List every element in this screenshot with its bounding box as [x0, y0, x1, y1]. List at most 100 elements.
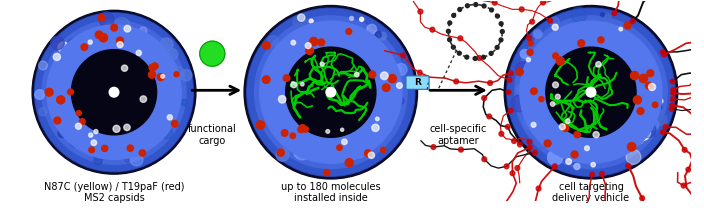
Circle shape: [91, 140, 96, 145]
Circle shape: [341, 128, 344, 131]
Circle shape: [592, 127, 596, 131]
Circle shape: [401, 53, 406, 58]
Circle shape: [132, 109, 149, 126]
Circle shape: [527, 79, 534, 86]
Circle shape: [340, 128, 354, 142]
Circle shape: [671, 90, 676, 95]
Circle shape: [131, 69, 144, 82]
Circle shape: [610, 57, 622, 68]
Circle shape: [327, 90, 334, 97]
Circle shape: [490, 8, 494, 12]
Circle shape: [306, 139, 323, 156]
Circle shape: [325, 85, 339, 99]
Circle shape: [111, 24, 118, 31]
Circle shape: [670, 79, 675, 84]
Circle shape: [633, 121, 644, 132]
Circle shape: [458, 7, 462, 11]
Circle shape: [93, 104, 106, 117]
Circle shape: [693, 132, 697, 137]
Circle shape: [119, 33, 131, 45]
Circle shape: [278, 95, 286, 103]
Circle shape: [510, 171, 515, 176]
Circle shape: [660, 130, 665, 135]
Circle shape: [548, 150, 562, 165]
Circle shape: [73, 74, 81, 83]
Circle shape: [566, 159, 572, 164]
Circle shape: [554, 112, 567, 126]
Circle shape: [101, 83, 112, 94]
Circle shape: [260, 21, 402, 163]
Circle shape: [326, 84, 339, 97]
Circle shape: [140, 76, 145, 81]
Circle shape: [585, 82, 599, 96]
Circle shape: [379, 104, 386, 111]
Circle shape: [578, 205, 583, 208]
Circle shape: [284, 104, 298, 117]
Circle shape: [628, 72, 638, 81]
Circle shape: [603, 107, 612, 117]
Circle shape: [396, 63, 407, 75]
Circle shape: [268, 89, 280, 101]
Circle shape: [68, 53, 76, 60]
Circle shape: [465, 55, 469, 59]
Circle shape: [499, 22, 503, 26]
Circle shape: [311, 100, 318, 107]
Circle shape: [298, 126, 304, 133]
Circle shape: [639, 116, 647, 124]
Circle shape: [301, 144, 313, 155]
Circle shape: [318, 139, 332, 153]
Circle shape: [588, 55, 593, 61]
Circle shape: [310, 37, 318, 46]
Circle shape: [51, 36, 64, 50]
Circle shape: [111, 88, 125, 101]
Circle shape: [580, 98, 586, 103]
Circle shape: [69, 47, 158, 137]
Circle shape: [34, 13, 194, 172]
Circle shape: [246, 8, 415, 176]
Circle shape: [345, 159, 353, 167]
Circle shape: [282, 130, 288, 136]
Circle shape: [384, 125, 390, 132]
Circle shape: [648, 83, 655, 90]
Circle shape: [693, 46, 698, 51]
Circle shape: [181, 70, 192, 81]
Circle shape: [96, 117, 101, 122]
Circle shape: [537, 50, 553, 66]
Circle shape: [123, 40, 134, 50]
Circle shape: [350, 16, 353, 20]
Circle shape: [101, 91, 113, 103]
Circle shape: [147, 65, 155, 73]
Circle shape: [541, 0, 546, 5]
Circle shape: [698, 105, 703, 110]
Circle shape: [507, 77, 512, 82]
Circle shape: [591, 162, 596, 167]
Circle shape: [98, 14, 105, 21]
Circle shape: [582, 68, 596, 82]
Circle shape: [609, 102, 626, 118]
Circle shape: [244, 6, 417, 179]
Circle shape: [322, 71, 334, 84]
Circle shape: [588, 90, 601, 103]
Circle shape: [368, 152, 375, 158]
Circle shape: [111, 62, 122, 74]
Circle shape: [117, 42, 123, 48]
Circle shape: [75, 123, 82, 129]
Circle shape: [58, 129, 67, 138]
Circle shape: [106, 90, 123, 107]
Circle shape: [586, 25, 594, 33]
Circle shape: [106, 86, 118, 98]
Circle shape: [122, 65, 127, 71]
Circle shape: [532, 150, 537, 155]
Circle shape: [311, 121, 327, 137]
Circle shape: [120, 66, 132, 78]
Circle shape: [326, 130, 329, 133]
Circle shape: [599, 171, 604, 176]
Circle shape: [59, 79, 70, 89]
Circle shape: [331, 73, 339, 82]
Circle shape: [139, 106, 153, 120]
Circle shape: [161, 74, 165, 78]
Circle shape: [108, 85, 120, 97]
Text: N87C (yellow) / T19paF (red)
MS2 capsids: N87C (yellow) / T19paF (red) MS2 capsids: [44, 182, 184, 203]
Circle shape: [109, 84, 116, 92]
Circle shape: [623, 108, 628, 112]
